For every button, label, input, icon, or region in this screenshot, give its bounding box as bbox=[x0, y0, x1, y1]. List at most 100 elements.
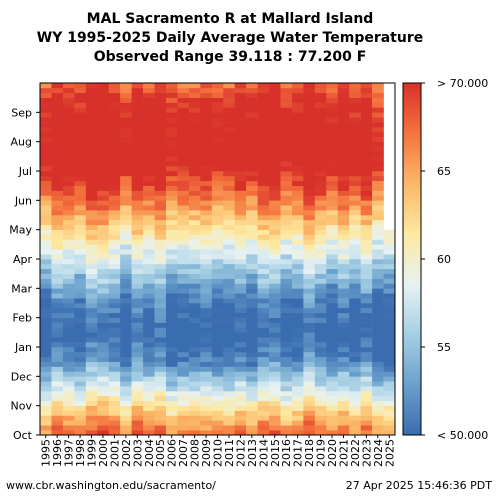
heatmap-cell bbox=[246, 312, 258, 318]
heatmap-cell bbox=[177, 131, 190, 138]
heatmap-cell bbox=[269, 263, 281, 270]
heatmap-cell bbox=[291, 249, 304, 255]
x-tick-label: 2016 bbox=[280, 439, 293, 467]
heatmap-cell bbox=[143, 322, 155, 328]
heatmap-cell bbox=[188, 131, 201, 138]
heatmap-cell bbox=[85, 342, 98, 348]
heatmap-cell bbox=[97, 361, 110, 367]
heatmap-cell bbox=[223, 87, 235, 94]
heatmap-cell bbox=[383, 361, 396, 367]
heatmap-cell bbox=[360, 244, 373, 250]
heatmap-cell bbox=[97, 210, 110, 216]
heatmap-cell bbox=[188, 283, 201, 289]
heatmap-cell bbox=[303, 190, 316, 196]
heatmap-cell bbox=[326, 259, 339, 265]
heatmap-cell bbox=[85, 117, 98, 123]
heatmap-cell bbox=[154, 185, 167, 191]
heatmap-cell bbox=[257, 107, 270, 113]
heatmap-cell bbox=[177, 415, 190, 421]
heatmap-cell bbox=[372, 283, 384, 289]
heatmap-cell bbox=[74, 283, 87, 289]
heatmap-cell bbox=[349, 229, 361, 235]
heatmap-cell bbox=[143, 288, 155, 294]
heatmap-cell bbox=[337, 151, 350, 157]
heatmap-cell bbox=[383, 356, 396, 362]
heatmap-cell bbox=[74, 136, 87, 142]
heatmap-cell bbox=[223, 131, 235, 138]
heatmap-cell bbox=[269, 136, 281, 142]
heatmap-cell bbox=[200, 371, 213, 377]
heatmap-cell bbox=[257, 244, 270, 250]
heatmap-cell bbox=[62, 127, 75, 133]
heatmap-cell bbox=[85, 391, 98, 397]
heatmap-cell bbox=[74, 293, 87, 299]
heatmap-cell bbox=[291, 156, 304, 162]
heatmap-cell bbox=[131, 410, 144, 416]
heatmap-cell bbox=[131, 190, 144, 196]
heatmap-cell bbox=[62, 273, 75, 279]
heatmap-cell bbox=[143, 249, 155, 255]
heatmap-cell bbox=[234, 136, 247, 142]
heatmap-cell bbox=[303, 229, 316, 235]
heatmap-cell bbox=[234, 161, 247, 167]
heatmap-cell bbox=[257, 239, 270, 245]
heatmap-cell bbox=[211, 224, 224, 230]
heatmap-cell bbox=[223, 166, 235, 172]
heatmap-cell bbox=[246, 161, 258, 167]
heatmap-cell bbox=[303, 210, 316, 216]
heatmap-cell bbox=[314, 268, 327, 274]
heatmap-cell bbox=[74, 332, 87, 338]
heatmap-cell bbox=[326, 273, 339, 279]
heatmap-cell bbox=[257, 283, 270, 289]
heatmap-cell bbox=[97, 312, 110, 318]
heatmap-cell bbox=[165, 332, 178, 338]
heatmap-cell bbox=[337, 234, 350, 240]
heatmap-cell bbox=[200, 166, 213, 172]
heatmap-cell bbox=[372, 215, 384, 221]
heatmap-cell bbox=[120, 425, 132, 431]
heatmap-cell bbox=[223, 244, 235, 250]
heatmap-cell bbox=[349, 92, 361, 98]
heatmap-cell bbox=[314, 337, 327, 343]
heatmap-cell bbox=[143, 303, 155, 309]
heatmap-cell bbox=[154, 166, 167, 172]
heatmap-cell bbox=[326, 205, 339, 211]
heatmap-cell bbox=[326, 293, 339, 299]
heatmap-cell bbox=[211, 127, 224, 133]
heatmap-cell bbox=[108, 332, 121, 338]
heatmap-cell bbox=[314, 166, 327, 172]
heatmap-cell bbox=[165, 361, 178, 367]
heatmap-cell bbox=[51, 263, 64, 270]
heatmap-cell bbox=[291, 283, 304, 289]
heatmap-cell bbox=[120, 171, 132, 177]
heatmap-cell bbox=[257, 366, 270, 372]
heatmap-cell bbox=[177, 83, 190, 89]
heatmap-cell bbox=[188, 112, 201, 118]
heatmap-cell bbox=[372, 107, 384, 113]
heatmap-cell bbox=[211, 371, 224, 377]
heatmap-cell bbox=[200, 351, 213, 358]
heatmap-cell bbox=[223, 190, 235, 196]
heatmap-cell bbox=[269, 430, 281, 436]
heatmap-cell bbox=[188, 293, 201, 299]
heatmap-cell bbox=[234, 361, 247, 367]
heatmap-cell bbox=[211, 151, 224, 157]
heatmap-cell bbox=[40, 298, 52, 304]
heatmap-cell bbox=[280, 347, 293, 353]
heatmap-cell bbox=[349, 234, 361, 240]
heatmap-cell bbox=[234, 322, 247, 328]
heatmap-cell bbox=[269, 234, 281, 240]
heatmap-cell bbox=[280, 171, 293, 177]
heatmap-cell bbox=[62, 327, 75, 333]
heatmap-cell bbox=[291, 376, 304, 382]
heatmap-cell bbox=[143, 410, 155, 416]
heatmap-cell bbox=[326, 312, 339, 318]
heatmap-cell bbox=[326, 161, 339, 167]
heatmap-cell bbox=[291, 244, 304, 250]
heatmap-cell bbox=[51, 303, 64, 309]
heatmap-cell bbox=[337, 376, 350, 382]
heatmap-cell bbox=[337, 102, 350, 108]
heatmap-cell bbox=[337, 327, 350, 333]
heatmap-cell bbox=[143, 425, 155, 431]
heatmap-cell bbox=[85, 405, 98, 411]
